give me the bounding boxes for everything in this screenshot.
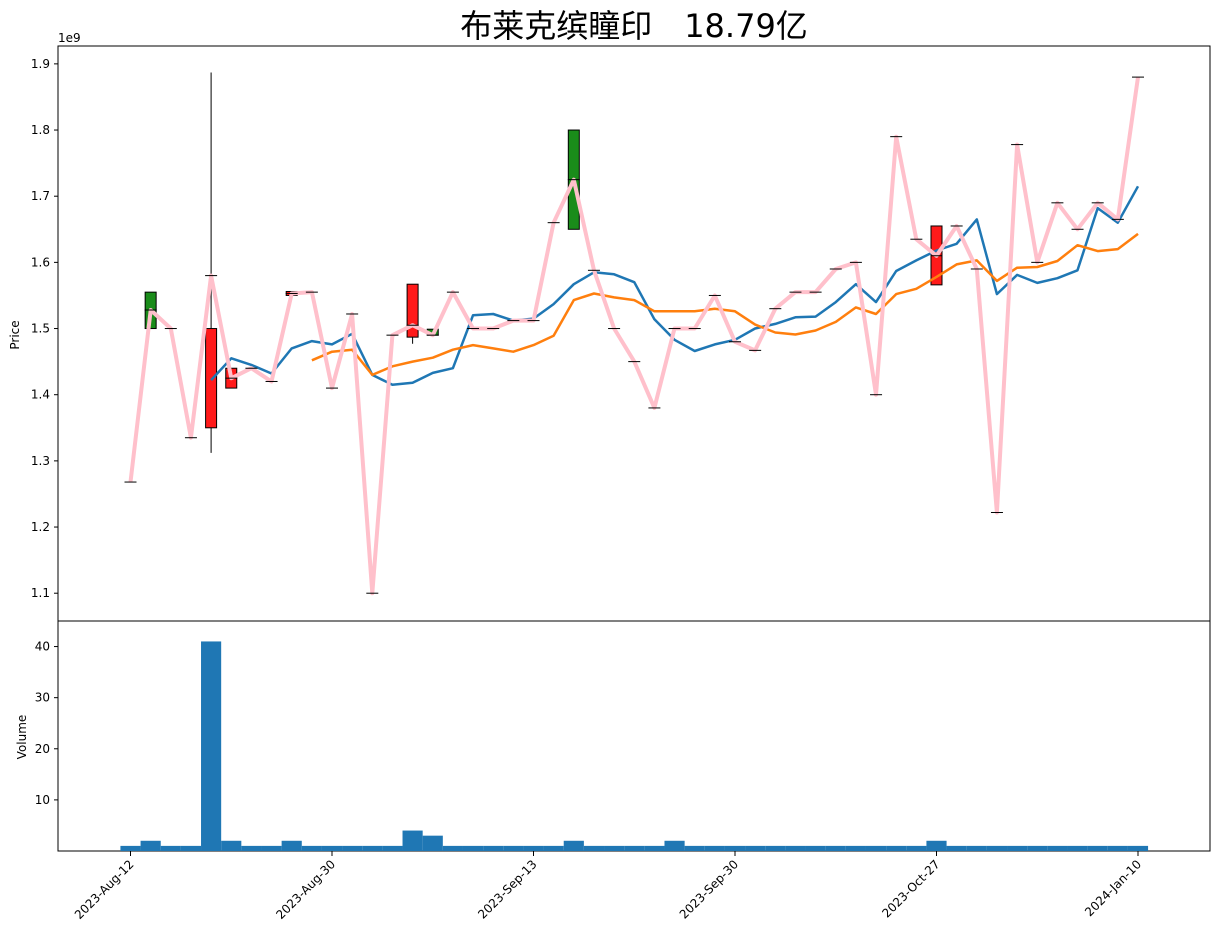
volume-bar <box>503 845 524 851</box>
volume-bar <box>946 845 967 851</box>
price-tick-label: 1.4 <box>31 388 50 402</box>
volume-bar <box>664 840 685 851</box>
volume-bar <box>281 840 302 851</box>
volume-bar <box>886 845 907 851</box>
volume-bar <box>624 845 645 851</box>
volume-bar <box>845 845 866 851</box>
volume-bar <box>765 845 786 851</box>
volume-panel-frame <box>57 620 1211 852</box>
price-panel-frame <box>57 45 1211 622</box>
volume-bar <box>1087 845 1108 851</box>
price-tick-label: 1.1 <box>31 586 50 600</box>
volume-bar <box>926 840 947 851</box>
volume-bar <box>462 845 484 851</box>
close-markers <box>124 76 1144 594</box>
volume-bar <box>724 845 746 851</box>
volume-bar <box>301 845 322 851</box>
price-tick-label: 1.3 <box>31 454 50 468</box>
price-tick-label: 1.2 <box>31 520 50 534</box>
volume-tick-label: 10 <box>35 793 50 807</box>
volume-bar <box>523 845 544 851</box>
volume-bars <box>120 641 1149 851</box>
volume-bar <box>644 845 665 851</box>
price-axis-label: Price <box>8 320 22 349</box>
volume-bar <box>966 845 987 851</box>
x-tick-label: 2023-Aug-30 <box>273 857 338 922</box>
volume-bar <box>261 845 282 851</box>
volume-bar <box>704 845 725 851</box>
volume-tick-label: 30 <box>35 691 50 705</box>
volume-bar <box>160 845 181 851</box>
candle-body <box>406 283 419 338</box>
volume-bar <box>362 845 383 851</box>
volume-bar <box>342 845 363 851</box>
volume-bar <box>382 845 403 851</box>
volume-bar <box>1067 845 1088 851</box>
candle-body <box>205 328 218 429</box>
volume-bar <box>1027 845 1048 851</box>
volume-bar <box>422 835 443 851</box>
price-tick-label: 1.7 <box>31 189 50 203</box>
volume-bar <box>1007 845 1028 851</box>
volume-bar <box>483 845 504 851</box>
volume-bar <box>120 845 141 851</box>
volume-bar <box>140 840 161 851</box>
volume-bar <box>543 845 564 851</box>
volume-bar <box>745 845 766 851</box>
volume-bar <box>321 845 343 851</box>
ma-short-line <box>210 185 1140 387</box>
volume-bar <box>1107 845 1128 851</box>
volume-tick-label: 20 <box>35 742 50 756</box>
volume-bar <box>583 845 605 851</box>
price-tick-label: 1.9 <box>31 57 50 71</box>
volume-bar <box>402 830 423 851</box>
volume-bar <box>563 840 584 851</box>
volume-bar <box>1047 845 1068 851</box>
price-tick-label: 1.6 <box>31 255 50 269</box>
x-tick-label: 2023-Oct-27 <box>879 857 942 920</box>
volume-bar <box>684 845 705 851</box>
volume-bar <box>785 845 806 851</box>
price-tick-label: 1.5 <box>31 322 50 336</box>
volume-bar <box>1127 845 1149 851</box>
x-tick-label: 2023-Aug-12 <box>72 857 137 922</box>
ma-long-line <box>311 232 1139 377</box>
volume-y-ticks: 10 20 30 40 <box>35 640 58 807</box>
volume-bar <box>442 845 463 851</box>
volume-bar <box>805 845 826 851</box>
price-lines <box>128 76 1140 596</box>
chart-title: 布莱克缤瞳印 18.79亿 <box>460 7 808 45</box>
volume-axis-label: Volume <box>15 715 29 760</box>
x-tick-label: 2024-Jan-10 <box>1082 857 1144 919</box>
x-tick-label: 2023-Sep-13 <box>475 857 539 921</box>
close-line <box>128 76 1140 596</box>
volume-bar <box>201 641 222 851</box>
volume-bar <box>986 845 1008 851</box>
volume-bar <box>180 845 202 851</box>
x-axis-ticks: 2023-Aug-12 2023-Aug-30 2023-Sep-13 2023-Se… <box>72 851 1144 922</box>
volume-bar <box>865 845 887 851</box>
volume-bar <box>906 845 927 851</box>
price-tick-label: 1.8 <box>31 123 50 137</box>
price-y-ticks: 1.1 1.2 1.3 1.4 1.5 1.6 1.7 1.8 1.9 <box>31 57 58 600</box>
volume-bar <box>604 845 625 851</box>
x-tick-label: 2023-Sep-30 <box>677 857 741 921</box>
price-offset-text: 1e9 <box>58 31 81 45</box>
volume-bar <box>825 845 846 851</box>
volume-bar <box>241 845 262 851</box>
volume-tick-label: 40 <box>35 640 50 654</box>
volume-bar <box>221 840 242 851</box>
